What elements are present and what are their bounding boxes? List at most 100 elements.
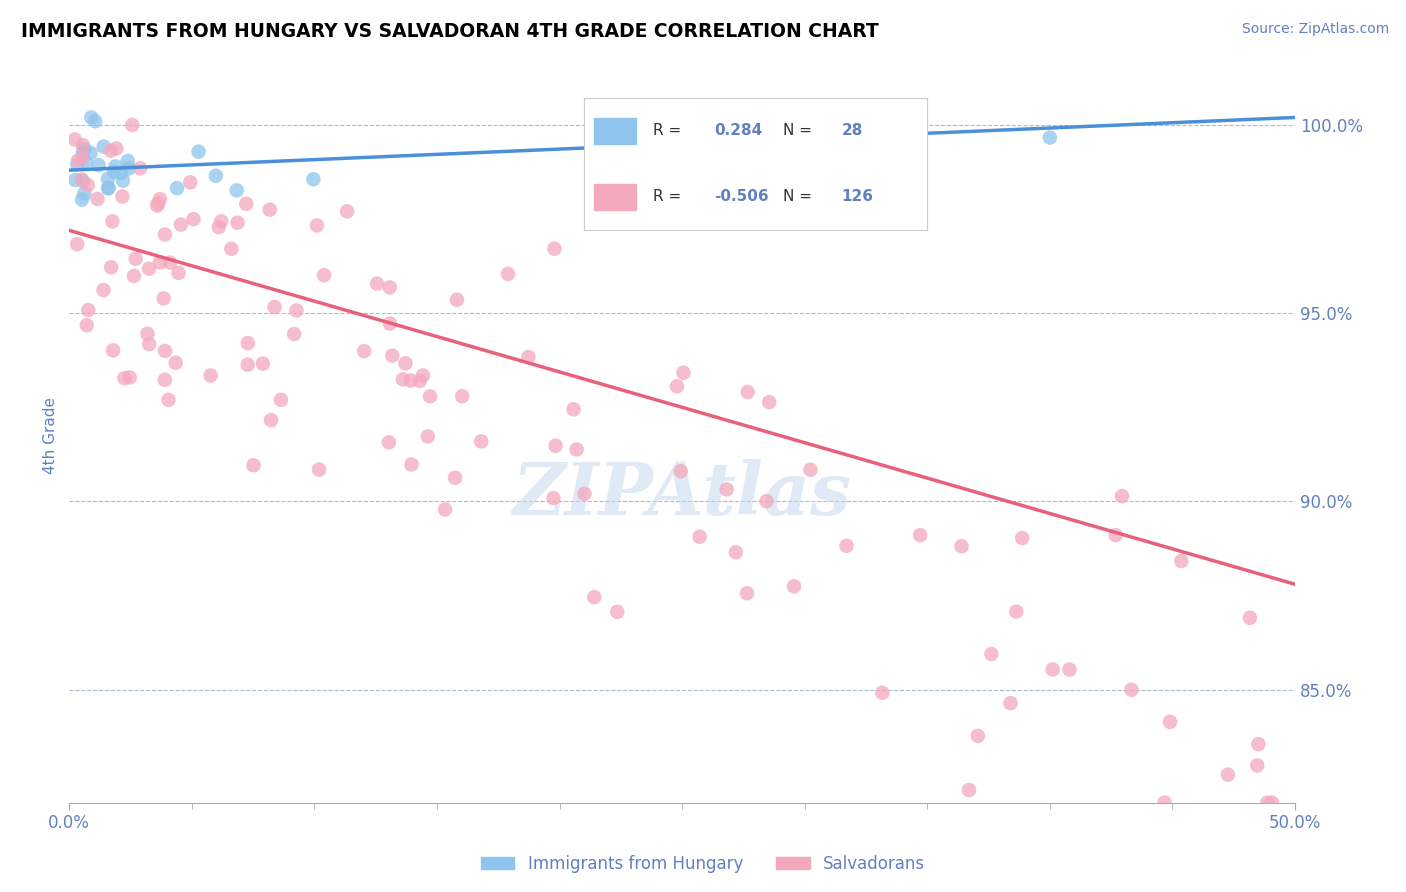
Text: ZIPAtlas: ZIPAtlas [513,458,852,530]
Point [124,252,146,266]
Point [138,261,160,276]
Point [470,434,492,449]
Point [118,161,141,176]
Point [225,183,247,197]
Point [84,114,107,128]
Point [208,220,231,235]
Point [75,155,97,169]
Point [412,368,434,383]
Point [672,366,695,380]
Point [950,539,973,553]
Point [737,384,759,399]
Point [872,686,894,700]
Point [97,171,120,186]
Point [76,318,98,333]
Text: Source: ZipAtlas.com: Source: ZipAtlas.com [1241,22,1389,37]
Point [153,227,176,242]
Point [1216,767,1239,781]
Point [118,370,141,384]
Point [79,145,101,160]
Point [517,350,540,364]
Point [378,317,401,331]
Point [574,487,596,501]
Point [434,502,457,516]
Point [205,169,228,183]
Point [399,374,422,388]
Point [755,494,778,508]
Point [152,291,174,305]
Point [562,402,585,417]
Point [544,439,567,453]
Point [980,647,1002,661]
Point [76,178,98,192]
Point [187,145,209,159]
Point [1104,528,1126,542]
Point [260,413,283,427]
Point [1000,696,1022,710]
Point [689,530,711,544]
Point [416,429,439,443]
Point [1239,611,1261,625]
Point [101,214,124,228]
Point [565,442,588,457]
Point [799,463,821,477]
Point [1159,714,1181,729]
Point [665,379,688,393]
Point [63,132,86,146]
Point [70,193,93,207]
Point [1247,737,1270,751]
Point [146,199,169,213]
Point [444,471,467,485]
Point [496,267,519,281]
Point [138,337,160,351]
Point [97,181,120,195]
Point [242,458,264,473]
Point [77,303,100,318]
Point [381,349,404,363]
Point [73,142,96,156]
Point [153,343,176,358]
Legend: Immigrants from Hungary, Salvadorans: Immigrants from Hungary, Salvadorans [474,848,932,880]
Point [65,173,87,187]
Point [183,212,205,227]
Point [170,218,193,232]
Point [1042,663,1064,677]
Point [392,372,415,386]
Point [1246,758,1268,772]
Point [957,783,980,797]
Point [1059,663,1081,677]
Point [72,150,94,164]
Point [259,202,281,217]
Point [114,371,136,385]
Point [66,157,89,171]
Point [136,326,159,341]
Point [70,172,93,186]
Point [146,196,169,211]
Point [1153,796,1175,810]
Point [1005,605,1028,619]
Point [394,356,416,370]
Point [159,255,181,269]
Point [446,293,468,307]
Point [378,435,401,450]
Point [378,280,401,294]
Point [758,395,780,409]
Point [283,326,305,341]
Point [235,196,257,211]
Point [110,166,132,180]
Point [97,181,120,195]
Point [252,357,274,371]
Point [606,605,628,619]
Text: IMMIGRANTS FROM HUNGARY VS SALVADORAN 4TH GRADE CORRELATION CHART: IMMIGRANTS FROM HUNGARY VS SALVADORAN 4T… [21,22,879,41]
Point [100,144,122,158]
Point [122,268,145,283]
Point [200,368,222,383]
Point [117,153,139,168]
Point [966,729,988,743]
Point [302,172,325,186]
Point [167,266,190,280]
Point [1111,489,1133,503]
Point [101,343,124,358]
Point [1170,554,1192,568]
Point [93,139,115,153]
